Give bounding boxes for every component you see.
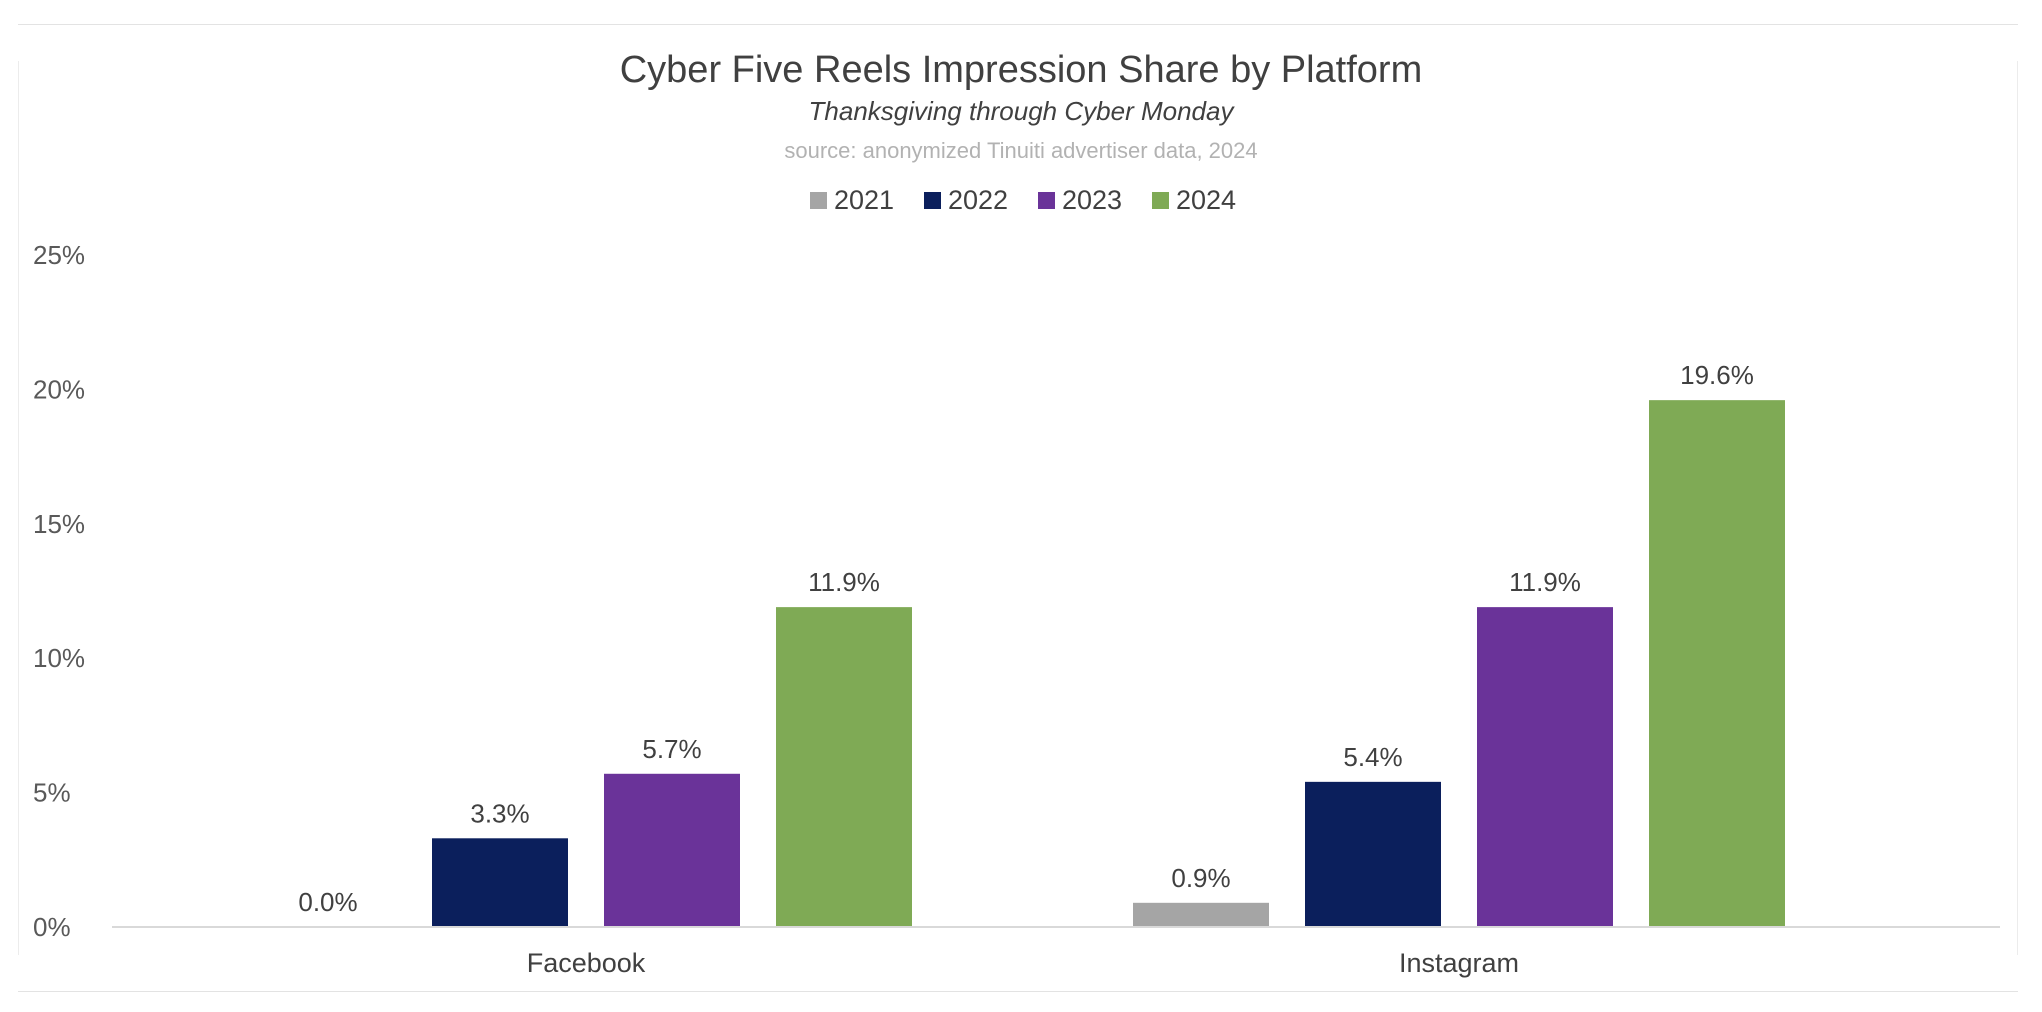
bar-facebook-2023: [604, 773, 740, 927]
y-tick-label: 0%: [33, 912, 71, 942]
data-label: 5.4%: [1343, 742, 1402, 772]
card-left-edge: [18, 61, 19, 955]
legend-swatch: [924, 192, 941, 209]
y-tick-label: 25%: [33, 240, 85, 270]
chart-title: Cyber Five Reels Impression Share by Pla…: [620, 49, 1423, 91]
data-label: 11.9%: [1509, 567, 1581, 597]
bar-facebook-2024: [776, 607, 912, 927]
y-tick-label: 5%: [33, 778, 71, 808]
chart-source: source: anonymized Tinuiti advertiser da…: [784, 138, 1257, 163]
bar-instagram-2022: [1305, 781, 1441, 927]
chart-subtitle: Thanksgiving through Cyber Monday: [809, 96, 1236, 126]
legend-label: 2022: [948, 185, 1008, 215]
legend: 2021 2022 2023 2024: [810, 185, 1236, 215]
x-axis: Facebook Instagram: [112, 926, 2000, 978]
card-right-edge: [2017, 61, 2018, 955]
data-label: 0.0%: [298, 887, 357, 917]
y-tick-label: 15%: [33, 509, 85, 539]
legend-swatch: [1152, 192, 1169, 209]
bar-instagram-2024: [1649, 400, 1785, 928]
y-axis: 0% 5% 10% 15% 20% 25%: [33, 240, 85, 942]
bar-instagram-2021: [1133, 902, 1269, 927]
bars: 0.0% 3.3% 5.7% 11.9% 0.9% 5.4% 11.9% 19.6%: [298, 360, 1785, 928]
legend-label: 2024: [1176, 185, 1236, 215]
category-label: Facebook: [527, 948, 646, 978]
legend-label: 2021: [834, 185, 894, 215]
legend-swatch: [810, 192, 827, 209]
bar-facebook-2022: [432, 838, 568, 927]
data-label: 11.9%: [808, 567, 880, 597]
bar-instagram-2023: [1477, 607, 1613, 927]
y-tick-label: 10%: [33, 643, 85, 673]
data-label: 3.3%: [470, 798, 529, 828]
data-label: 5.7%: [642, 734, 701, 764]
data-label: 19.6%: [1680, 360, 1754, 390]
data-label: 0.9%: [1171, 863, 1230, 893]
chart-card: [18, 24, 2018, 992]
y-tick-label: 20%: [33, 374, 85, 404]
category-label: Instagram: [1399, 948, 1519, 978]
legend-swatch: [1038, 192, 1055, 209]
legend-label: 2023: [1062, 185, 1122, 215]
